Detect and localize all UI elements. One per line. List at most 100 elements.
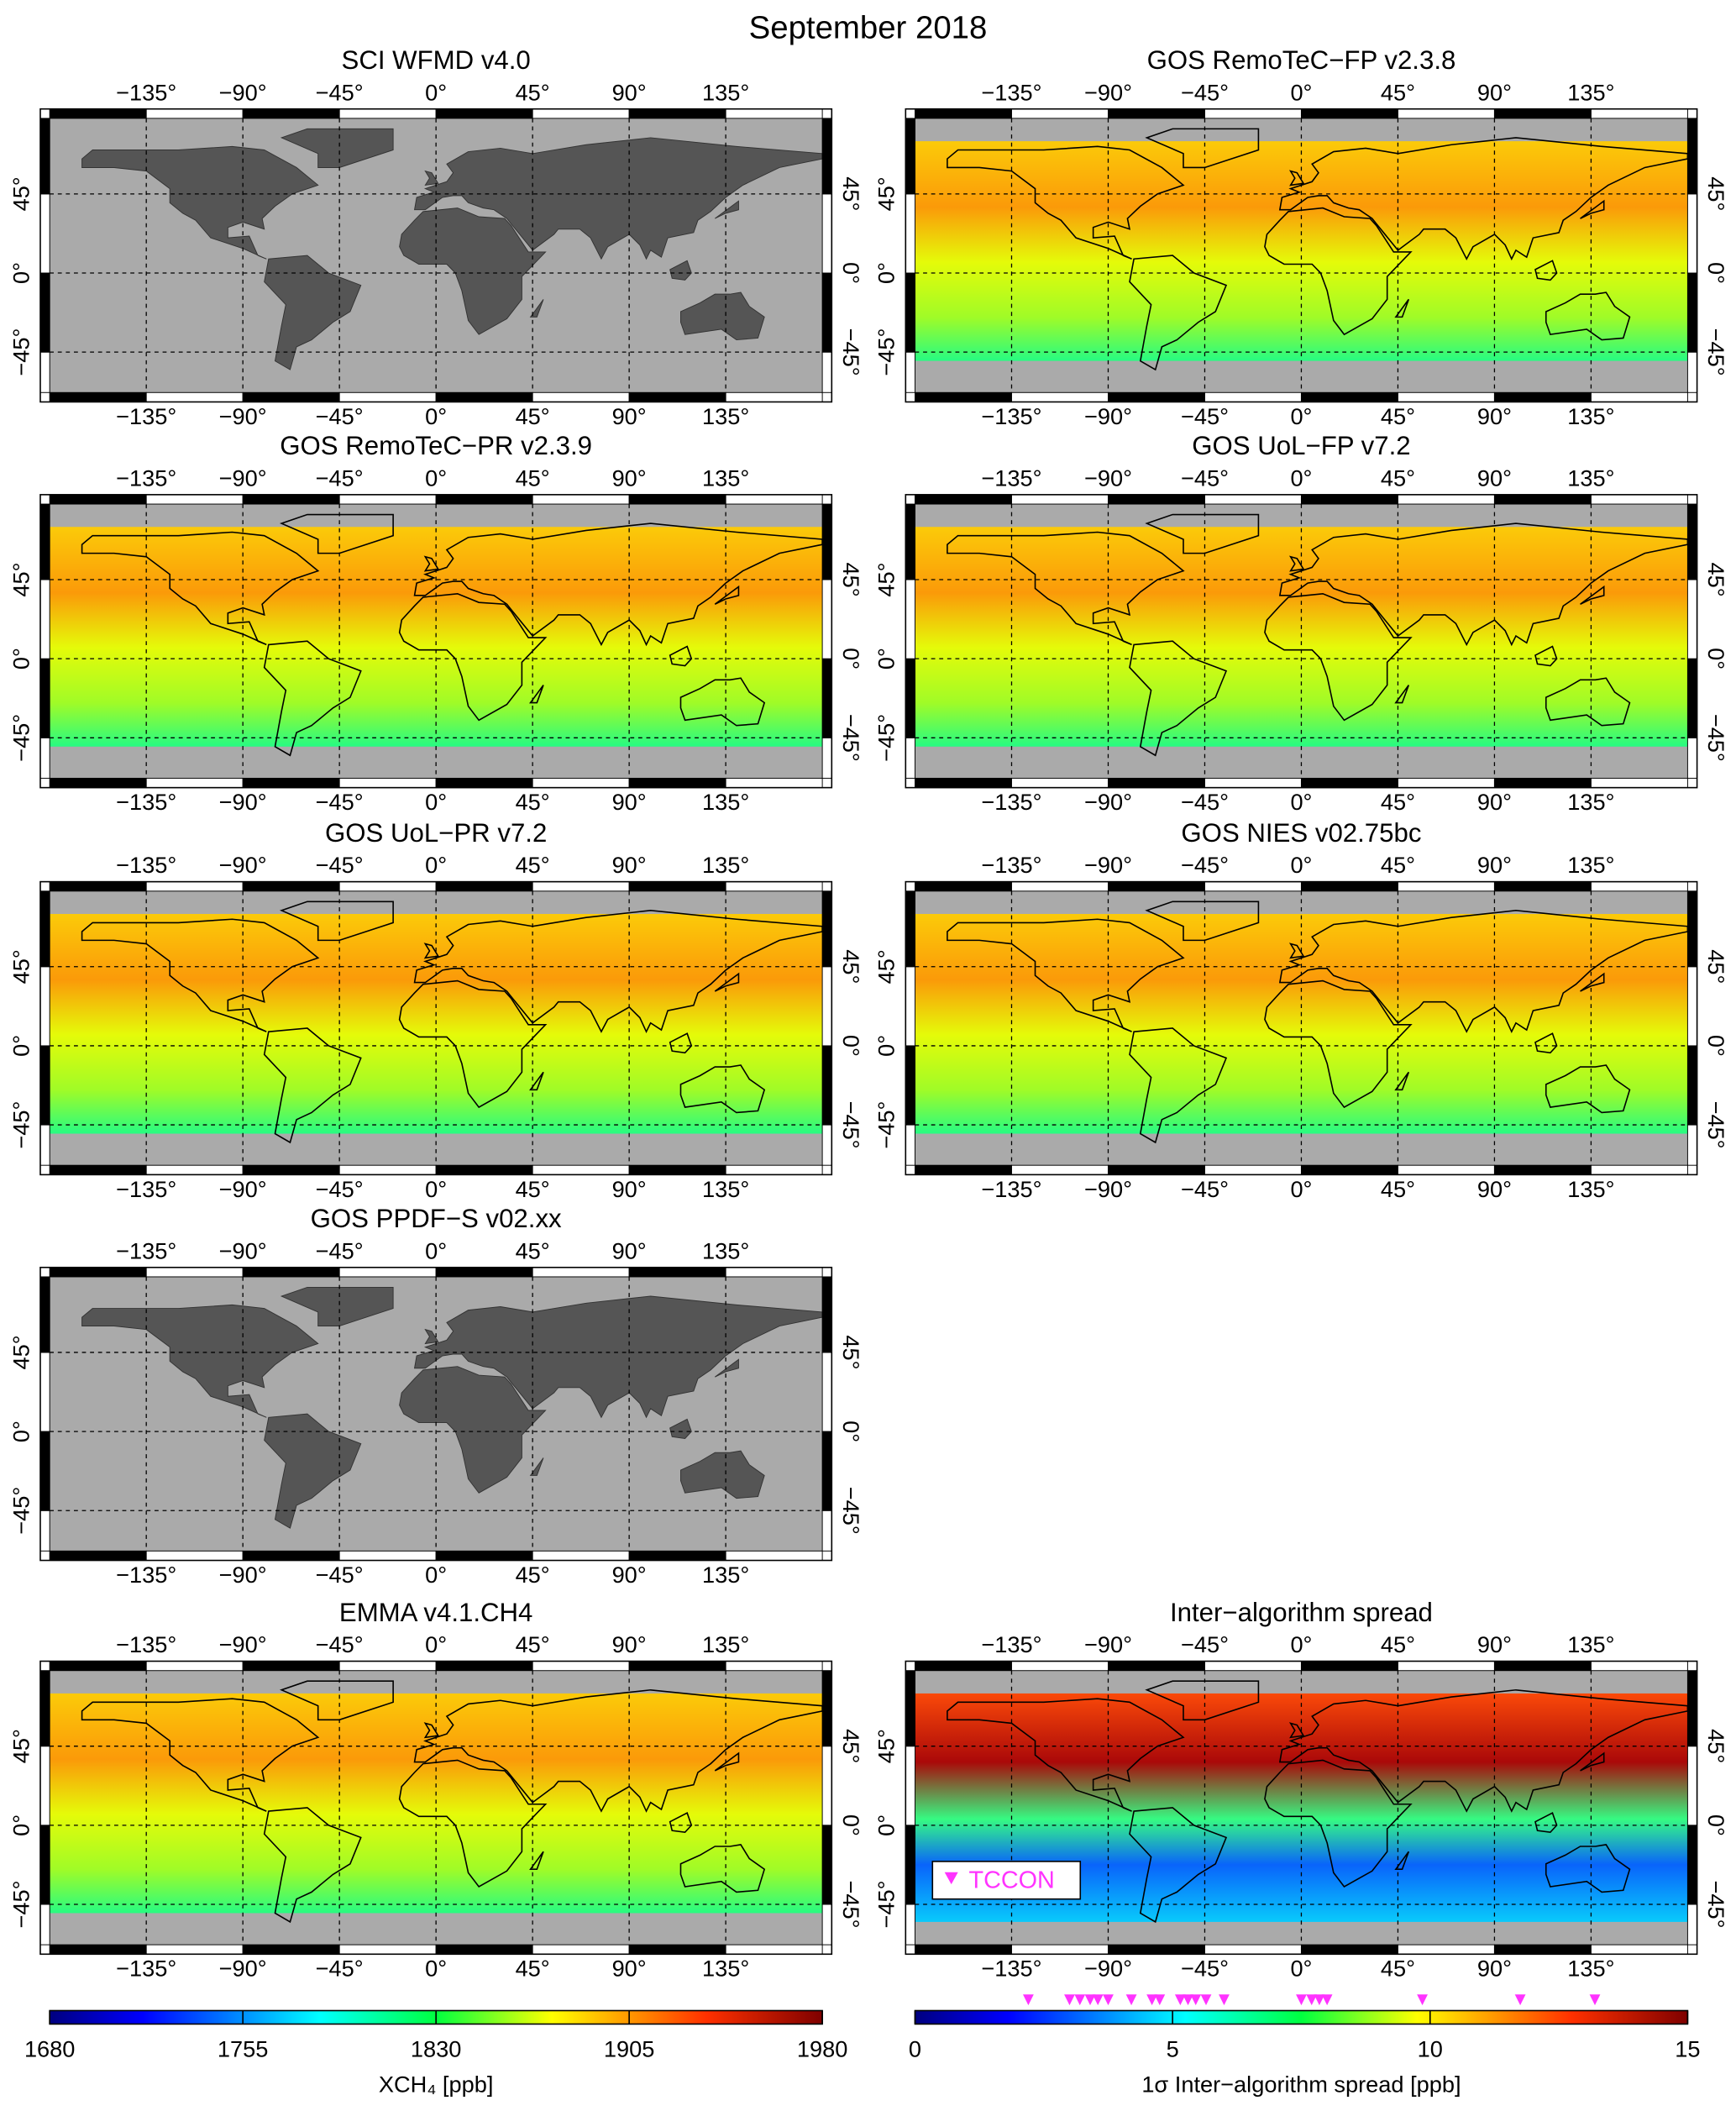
lon-tick-label: −45°: [1181, 1956, 1229, 1982]
lon-tick-label: −90°: [219, 1237, 267, 1263]
land: [669, 1032, 693, 1054]
land: [1534, 645, 1558, 667]
map-border: [39, 1266, 833, 1562]
frame-band: [905, 193, 915, 274]
tccon-marker: [1200, 1994, 1212, 2006]
land: [1278, 910, 1688, 1034]
frame-band: [1300, 391, 1398, 402]
map-area: [50, 118, 823, 393]
panel-title: GOS RemoTeC−PR v2.3.9: [280, 431, 592, 460]
frame-band: [725, 1661, 823, 1672]
frame-band: [1011, 494, 1109, 505]
lat-tick-label: 0°: [838, 262, 864, 284]
land: [280, 128, 394, 168]
colorbar-label: 1σ Inter−algorithm spread [ppb]: [1141, 2071, 1461, 2097]
lon-tick-label: 45°: [516, 1956, 550, 1982]
lon-tick-label: 90°: [1477, 79, 1512, 105]
lon-tick-label: −45°: [316, 1176, 364, 1202]
lon-tick-label: −90°: [1084, 1956, 1132, 1982]
land: [529, 1071, 544, 1091]
lat-tick-label: 0°: [1703, 1814, 1729, 1836]
lon-tick-label: 90°: [612, 1956, 647, 1982]
frame-band: [1204, 391, 1302, 402]
lat-tick-label: 0°: [838, 1814, 864, 1836]
frame-band: [628, 391, 726, 402]
frame-band: [435, 1164, 533, 1175]
tccon-marker: [1219, 1994, 1230, 2006]
lon-tick-label: 90°: [1477, 852, 1512, 878]
frame-band: [1397, 1164, 1495, 1175]
lat-tick-label: −45°: [8, 1101, 34, 1149]
frame-band: [1107, 881, 1205, 892]
frame-band: [1493, 494, 1592, 505]
tccon-marker: [1514, 1994, 1526, 2006]
colorbar-tick-label: 5: [1167, 2036, 1179, 2062]
land: [1129, 255, 1228, 371]
frame-band: [915, 1164, 1012, 1175]
panel-title: GOS UoL−FP v7.2: [1192, 431, 1410, 460]
frame-band: [532, 494, 630, 505]
frame-band: [1011, 391, 1109, 402]
lon-tick-label: −45°: [316, 1237, 364, 1263]
land: [81, 531, 320, 646]
frame-band: [628, 1550, 726, 1562]
lon-tick-label: 0°: [1290, 789, 1312, 815]
lon-tick-label: −90°: [1084, 789, 1132, 815]
frame-band: [39, 118, 50, 195]
frame-band: [905, 118, 915, 195]
lon-tick-label: 90°: [612, 403, 647, 429]
lon-tick-label: 90°: [1477, 789, 1512, 815]
frame-band: [1590, 1164, 1688, 1175]
frame-band: [1686, 193, 1698, 274]
land: [714, 1358, 739, 1378]
frame-band: [821, 579, 832, 659]
frame-band: [435, 1661, 533, 1672]
frame-band: [1493, 391, 1592, 402]
frame-band: [39, 272, 50, 353]
map-panel: GOS RemoTeC−PR v2.3.9 −135° −135° −90° −90° −…: [8, 431, 864, 815]
land: [81, 145, 319, 260]
frame-band: [49, 881, 147, 892]
frame-band: [145, 881, 244, 892]
frame-band: [821, 1352, 832, 1432]
panel-title: GOS RemoTeC−FP v2.3.8: [1147, 45, 1456, 75]
frame-band: [725, 108, 823, 119]
land: [263, 1027, 362, 1144]
frame-band: [1300, 777, 1398, 789]
frame-band: [905, 658, 915, 738]
frame-band: [39, 1352, 50, 1432]
frame-band: [532, 391, 630, 402]
land: [413, 1688, 823, 1813]
frame-band: [905, 1670, 915, 1747]
frame-band: [821, 351, 832, 393]
frame-band: [39, 890, 50, 968]
lon-tick-label: 90°: [612, 1631, 647, 1657]
map-area: [50, 1670, 823, 1946]
frame-band: [145, 1550, 244, 1562]
lat-tick-label: 45°: [838, 562, 864, 596]
land: [1145, 513, 1260, 554]
frame-band: [905, 503, 915, 580]
frame-band: [532, 1164, 630, 1175]
frame-band: [725, 1550, 823, 1562]
lon-tick-label: −135°: [981, 79, 1041, 105]
land: [529, 299, 544, 318]
lat-tick-label: 0°: [8, 648, 34, 670]
lon-tick-label: 90°: [612, 465, 647, 491]
frame-band: [242, 881, 340, 892]
land: [413, 137, 823, 260]
lat-tick-label: 45°: [873, 949, 899, 984]
lat-tick-label: 0°: [838, 1420, 864, 1442]
lon-tick-label: 135°: [702, 1176, 749, 1202]
frame-band: [39, 1431, 50, 1511]
land: [1129, 1027, 1228, 1144]
lon-tick-label: −90°: [219, 465, 267, 491]
frame-band: [39, 351, 50, 393]
frame-band: [725, 494, 823, 505]
frame-band: [725, 391, 823, 402]
lon-tick-label: 90°: [612, 1237, 647, 1263]
frame-band: [532, 108, 630, 119]
lon-tick-label: 0°: [425, 789, 447, 815]
lon-tick-label: 90°: [612, 1562, 647, 1588]
